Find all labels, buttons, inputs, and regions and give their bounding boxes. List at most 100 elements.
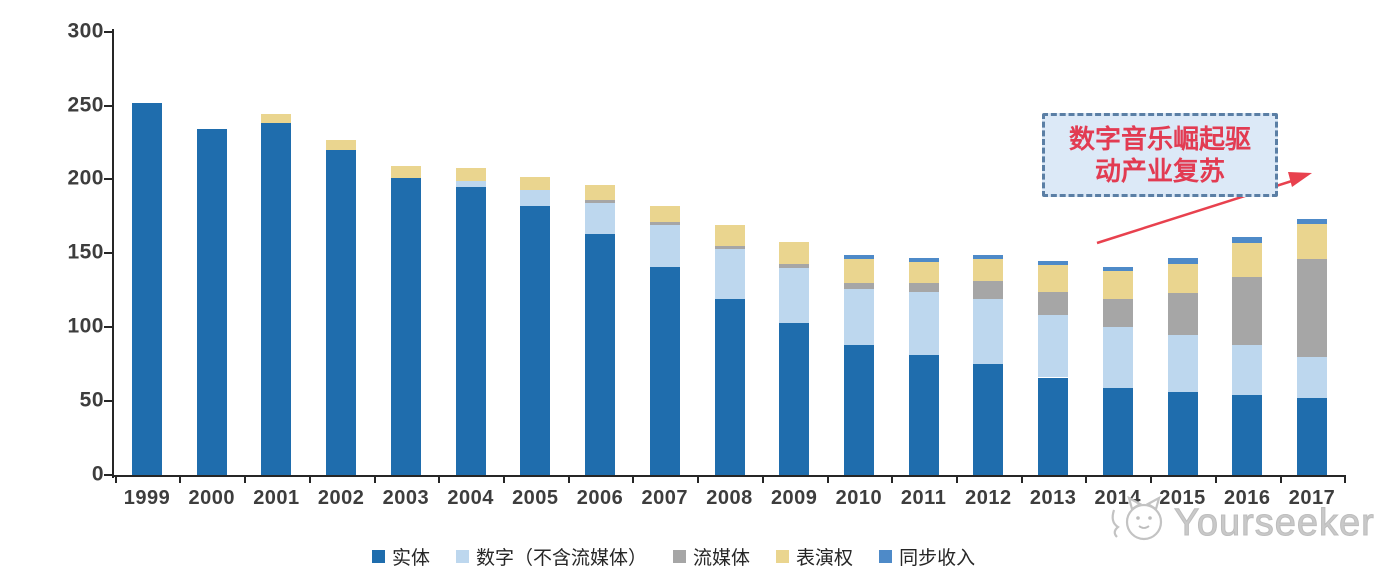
bar-segment [585,234,615,475]
bar-segment [779,263,810,269]
y-tick-label: 150 [67,240,104,264]
legend-swatch-icon [372,550,385,563]
bar-segment [1038,315,1069,378]
bar-segment [455,186,486,475]
x-tick-label: 1999 [123,487,171,509]
bar-segment [843,259,874,283]
bar-segment [1167,257,1198,264]
legend-swatch-icon [879,550,893,563]
bar-segment [649,222,680,226]
x-tick-mark [826,475,829,483]
legend-label: 同步收入 [899,548,976,569]
bar-segment [132,102,162,475]
bar-segment [1102,299,1133,328]
x-tick-label: 2013 [1029,487,1077,509]
legend-swatch-icon [673,550,687,563]
legend-label: 实体 [392,548,431,569]
bar-segment [326,139,357,150]
bar-segment [1102,266,1133,271]
y-tick-mark [104,252,112,255]
x-tick-mark [956,475,958,483]
bar-segment [1102,271,1133,300]
x-tick-mark [1344,475,1347,483]
x-tick-label: 2016 [1223,487,1271,509]
bar-segment [1232,243,1263,277]
bar-segment [1232,395,1263,475]
x-tick-mark [1279,475,1282,483]
legend-label: 流媒体 [693,548,751,569]
bar-segment [455,167,486,181]
bar-segment [1232,237,1263,243]
bar-segment [843,254,874,260]
bar-segment [585,203,615,235]
bar-segment [1102,327,1133,388]
legend-item: 表演权 [776,543,853,570]
y-tick-label: 0 [91,462,104,486]
x-tick-label: 2011 [900,487,947,509]
y-tick-mark [104,30,112,33]
y-tick-mark [104,474,112,476]
legend-item: 实体 [372,543,430,570]
bar-segment [1167,334,1198,393]
x-axis-line [112,475,1347,477]
y-tick-label: 300 [67,19,104,43]
y-axis-line [112,28,114,478]
bar-segment [714,248,745,300]
bar-segment [908,257,939,263]
y-tick-label: 50 [79,388,104,412]
legend-label: 数字（不含流媒体） [476,548,648,569]
legend-item: 流媒体 [673,543,750,570]
bar-segment [261,123,292,475]
bar-segment [1038,377,1069,475]
x-tick-mark [308,475,311,483]
x-tick-mark [503,475,505,483]
bar-segment [1167,263,1198,294]
bar-segment [520,176,551,190]
bar-segment [1167,293,1198,335]
bar-segment [843,282,874,289]
bar-segment [390,178,421,475]
watermark-text: Yourseeker [1174,502,1375,545]
bar-segment [390,166,421,178]
bar-segment [714,225,745,246]
legend-item: 同步收入 [879,543,975,570]
bar-segment [1297,259,1327,357]
x-tick-mark [244,475,247,483]
bar-segment [585,200,615,204]
x-tick-label: 2006 [576,487,624,509]
bar-segment [585,185,615,201]
bar-segment [326,149,357,475]
bar-segment [649,266,680,475]
bar-segment [1102,387,1133,475]
chart-legend: 实体 数字（不含流媒体） 流媒体 表演权 同步收入 [372,543,975,570]
x-tick-label: 2010 [835,487,883,509]
bar-segment [1038,260,1069,266]
x-tick-label: 2015 [1159,487,1206,509]
x-tick-label: 2002 [317,487,365,509]
x-tick-label: 2008 [706,487,753,509]
y-tick-label: 250 [67,93,104,117]
bar-segment [1297,356,1327,399]
x-tick-label: 2007 [641,487,688,509]
x-tick-label: 2014 [1094,487,1142,509]
bar-segment [973,299,1004,365]
x-tick-mark [438,475,441,483]
cat-logo-icon [1111,496,1163,541]
bar-segment [1232,345,1263,396]
bar-segment [520,189,551,207]
x-tick-label: 2000 [188,487,235,509]
x-tick-mark [114,475,117,483]
x-tick-mark [697,475,700,483]
x-tick-mark [761,475,764,483]
annotation-text-line1: 数字音乐崛起驱 [1068,123,1251,154]
x-tick-label: 2012 [965,487,1012,509]
x-tick-mark [373,475,376,483]
bar-segment [973,254,1004,260]
x-tick-label: 2017 [1288,487,1336,509]
x-tick-mark [567,475,570,483]
bar-segment [1232,277,1263,345]
bar-segment [779,268,810,323]
x-tick-label: 2001 [253,487,300,509]
bar-segment [714,299,745,475]
